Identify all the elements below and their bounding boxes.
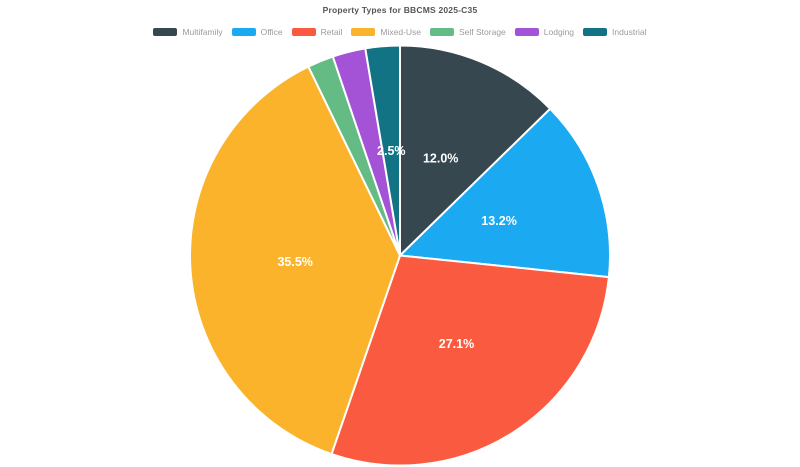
legend-item-industrial[interactable]: Industrial — [583, 27, 647, 37]
legend-swatch — [351, 28, 376, 36]
legend-swatch — [291, 28, 316, 36]
pie-slice-office[interactable] — [399, 107, 611, 279]
legend-label: Retail — [320, 27, 343, 37]
slice-percent-label-multifamily: 12.0% — [423, 152, 458, 166]
legend-item-retail[interactable]: Retail — [291, 27, 343, 37]
legend-label: Self Storage — [459, 27, 506, 37]
legend-swatch — [231, 28, 256, 36]
slice-percent-label-retail: 27.1% — [439, 337, 474, 351]
legend-item-office[interactable]: Office — [231, 27, 283, 37]
legend: Multifamily Office Retail Mixed-Use Self… — [0, 27, 800, 37]
legend-item-mixed-use[interactable]: Mixed-Use — [351, 27, 421, 37]
legend-swatch — [514, 28, 539, 36]
chart-title: Property Types for BBCMS 2025-C35 — [322, 5, 478, 15]
slice-percent-label-mixed-use: 35.5% — [277, 255, 312, 269]
pie-slice-mixed-use[interactable] — [189, 65, 401, 456]
legend-label: Multifamily — [182, 27, 223, 37]
slice-percent-label-industrial: 2.5% — [377, 144, 406, 158]
legend-item-lodging[interactable]: Lodging — [514, 27, 575, 37]
legend-label: Lodging — [543, 27, 575, 37]
legend-label: Industrial — [612, 27, 647, 37]
pie-slice-industrial[interactable] — [364, 44, 401, 257]
legend-item-self-storage[interactable]: Self Storage — [430, 27, 506, 37]
legend-item-multifamily[interactable]: Multifamily — [153, 27, 223, 37]
slice-percent-label-office: 13.2% — [481, 214, 516, 228]
legend-label: Mixed-Use — [380, 27, 421, 37]
legend-swatch — [153, 28, 178, 36]
pie-slice-retail[interactable] — [330, 254, 610, 467]
pie-slice-multifamily[interactable] — [399, 44, 552, 257]
legend-swatch — [430, 28, 454, 36]
legend-label: Office — [260, 27, 283, 37]
legend-swatch — [583, 28, 608, 36]
